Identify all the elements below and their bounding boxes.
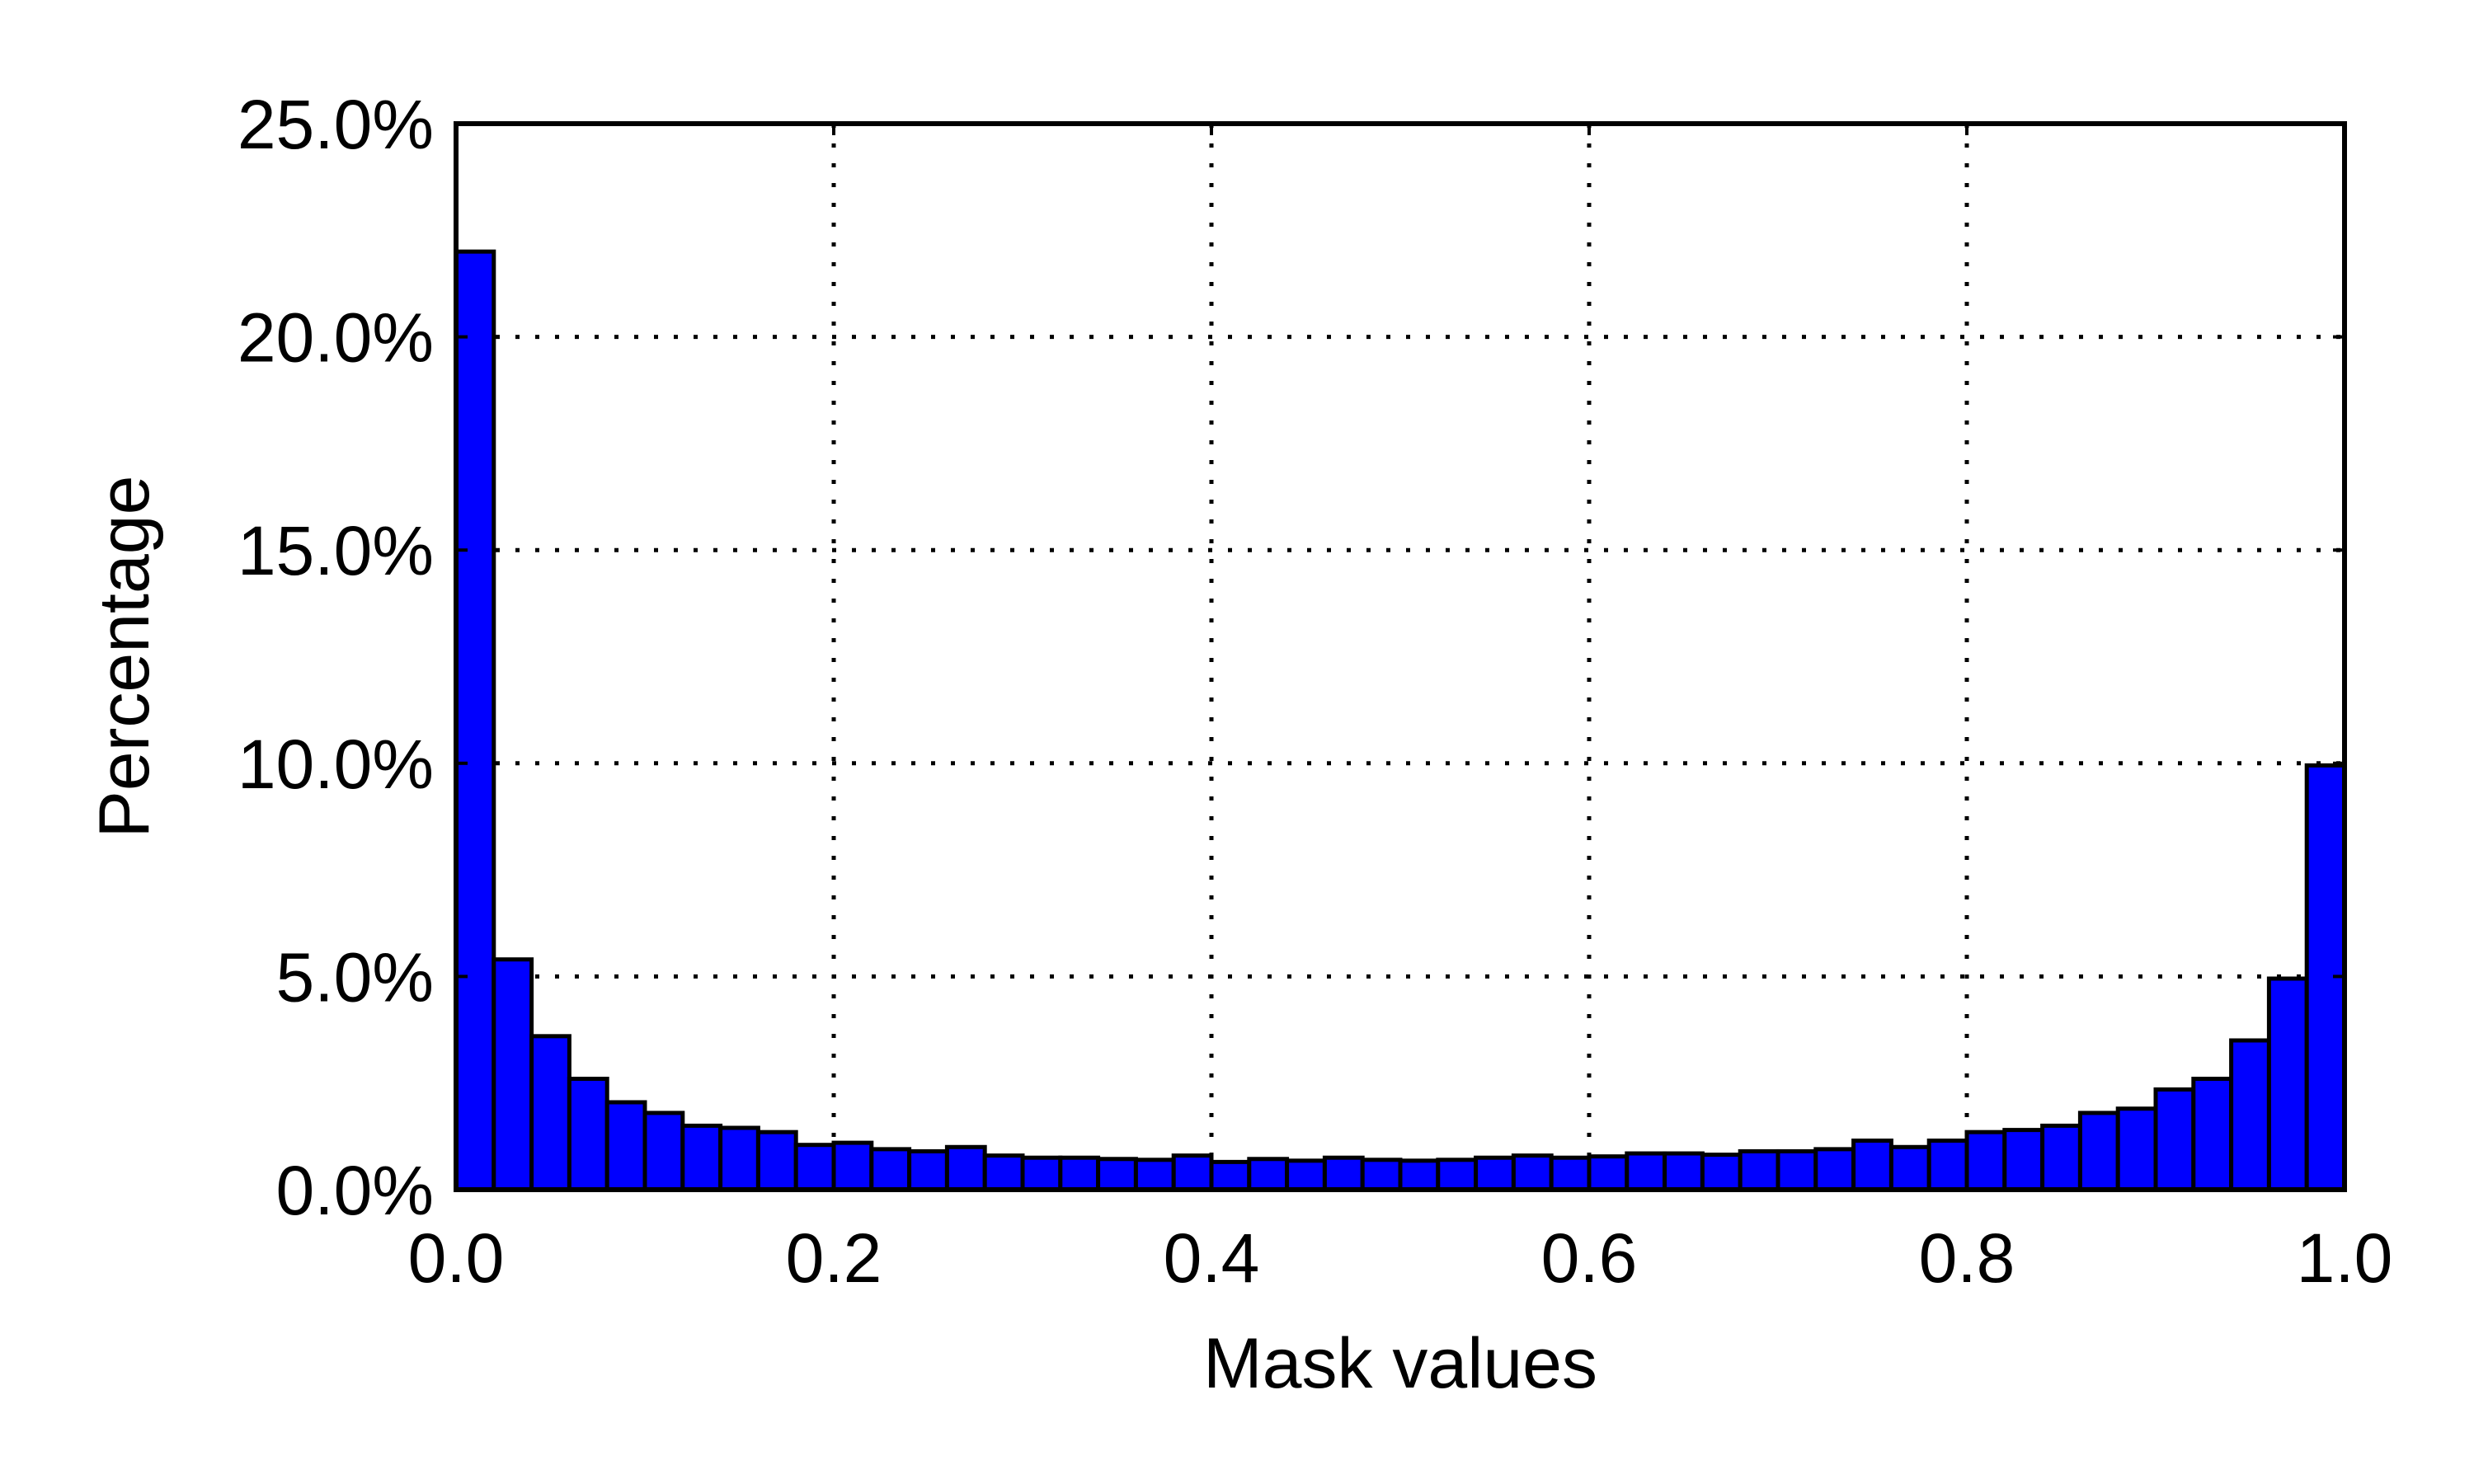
- histogram-bar: [718, 1125, 760, 1192]
- histogram-bar: [1096, 1157, 1138, 1192]
- histogram-bar: [1474, 1155, 1516, 1192]
- histogram-bar: [1926, 1139, 1969, 1192]
- histogram-bar: [1398, 1158, 1441, 1192]
- histogram-bar: [1738, 1148, 1780, 1192]
- histogram-bar: [1360, 1158, 1403, 1192]
- y-tick-label: 25.0%: [238, 86, 434, 163]
- y-tick-label: 0.0%: [276, 1152, 434, 1229]
- grid-lines: [456, 124, 2345, 1190]
- histogram-bar: [982, 1153, 1025, 1192]
- x-tick-label: 0.6: [1541, 1219, 1638, 1297]
- histogram-bar: [2229, 1038, 2271, 1192]
- y-tick-label: 10.0%: [238, 726, 434, 803]
- histogram-bar: [2077, 1111, 2120, 1192]
- histogram-bar: [604, 1100, 647, 1192]
- histogram-bar: [529, 1034, 571, 1192]
- histogram-bar: [2115, 1106, 2158, 1192]
- histogram-bar: [1813, 1147, 1856, 1192]
- histogram-bar: [831, 1140, 874, 1192]
- histogram-bar: [1209, 1159, 1252, 1192]
- histogram-bar: [869, 1147, 912, 1192]
- x-axis-title: Mask values: [1203, 1324, 1597, 1403]
- y-axis-title: Percentage: [85, 476, 164, 838]
- histogram-bar: [1663, 1151, 1705, 1192]
- histogram-bar: [1851, 1139, 1893, 1192]
- histogram-bar: [1511, 1153, 1554, 1192]
- histogram-bar: [1436, 1158, 1479, 1192]
- histogram-bar: [2153, 1087, 2196, 1192]
- histogram-bar: [1625, 1151, 1667, 1192]
- histogram-bars: [454, 249, 2347, 1192]
- x-tick-label: 0.2: [786, 1219, 882, 1297]
- histogram-bar: [2191, 1077, 2234, 1192]
- histogram-bar: [2040, 1123, 2082, 1192]
- histogram-bar: [1285, 1158, 1327, 1192]
- x-tick-label: 1.0: [2297, 1219, 2393, 1297]
- x-tick-label: 0.0: [408, 1219, 505, 1297]
- histogram-bar: [2266, 976, 2309, 1192]
- axis-ticks: [454, 122, 2346, 1191]
- histogram-bar: [1700, 1153, 1743, 1192]
- histogram-bar: [492, 957, 534, 1192]
- histogram-bar: [642, 1111, 685, 1192]
- histogram-bar: [567, 1077, 609, 1192]
- histogram-bar: [1058, 1155, 1101, 1192]
- histogram-bar: [1964, 1129, 2007, 1192]
- x-tick-label: 0.8: [1919, 1219, 2015, 1297]
- histogram-bar: [1133, 1158, 1176, 1192]
- histogram-bar: [1549, 1155, 1592, 1192]
- histogram-bar: [1247, 1157, 1290, 1192]
- histogram-bar: [755, 1129, 798, 1192]
- histogram-bar: [1322, 1155, 1365, 1192]
- histogram-bar: [1020, 1155, 1063, 1192]
- y-axis-tick-labels: 0.0% 5.0% 10.0% 15.0% 20.0% 25.0%: [238, 86, 434, 1229]
- plot-frame: [454, 121, 2347, 1192]
- histogram-bar: [944, 1144, 987, 1192]
- histogram-bar: [1888, 1144, 1931, 1192]
- histogram-bar: [1587, 1154, 1630, 1192]
- histogram-bar: [2002, 1128, 2045, 1192]
- histogram-bar: [1776, 1148, 1818, 1192]
- x-tick-label: 0.4: [1164, 1219, 1260, 1297]
- histogram-bar: [454, 249, 496, 1192]
- y-tick-label: 5.0%: [276, 938, 434, 1016]
- x-axis-tick-labels: 0.0 0.2 0.4 0.6 0.8 1.0: [408, 1219, 2393, 1297]
- y-tick-label: 15.0%: [238, 512, 434, 589]
- histogram-bar: [907, 1148, 949, 1192]
- histogram-bar: [1171, 1153, 1214, 1192]
- y-tick-label: 20.0%: [238, 299, 434, 377]
- histogram-bar: [793, 1143, 836, 1192]
- histogram-bar: [680, 1123, 723, 1192]
